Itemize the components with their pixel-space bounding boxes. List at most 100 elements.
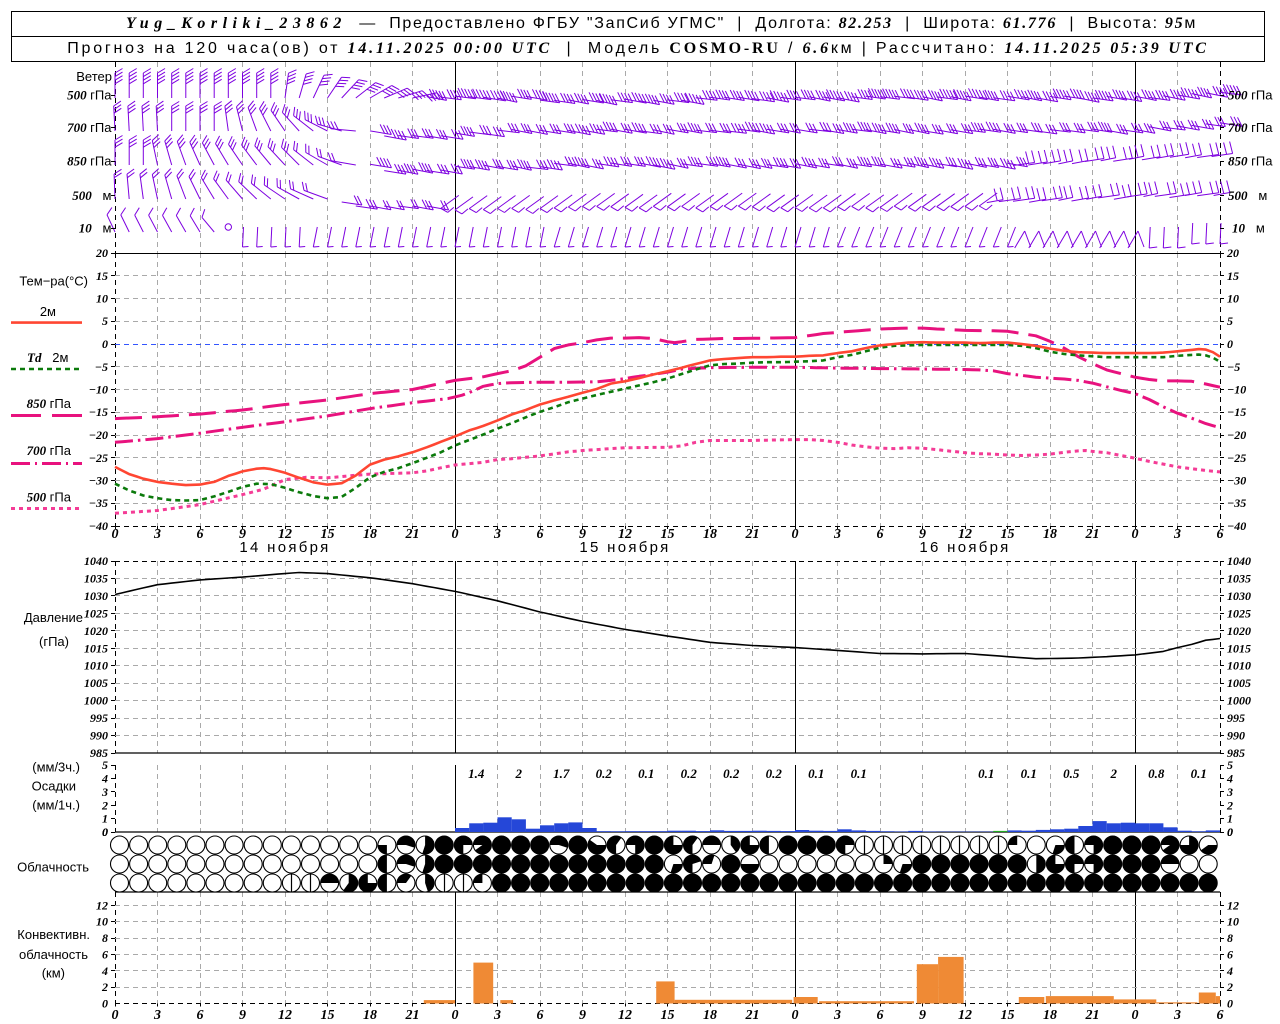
svg-text:4: 4	[1226, 772, 1233, 786]
svg-text:700 гПа: 700 гПа	[27, 443, 72, 458]
svg-text:0: 0	[1227, 825, 1233, 839]
svg-text:1.4: 1.4	[468, 766, 485, 781]
svg-text:3: 3	[1173, 1008, 1181, 1023]
svg-text:1.7: 1.7	[553, 766, 570, 781]
svg-text:21: 21	[1085, 527, 1100, 542]
svg-text:0: 0	[1132, 1008, 1139, 1023]
svg-text:5: 5	[1227, 314, 1233, 328]
svg-text:500 м: 500 м	[1228, 188, 1267, 203]
svg-text:21: 21	[745, 1008, 760, 1023]
svg-text:6: 6	[877, 1008, 884, 1023]
svg-text:1010: 1010	[1227, 659, 1251, 673]
svg-text:0: 0	[102, 825, 108, 839]
svg-text:1015: 1015	[1227, 641, 1251, 655]
svg-text:700 гПа: 700 гПа	[67, 120, 112, 135]
svg-text:−15: −15	[1227, 405, 1246, 419]
svg-text:990: 990	[1227, 729, 1245, 743]
svg-text:12: 12	[958, 1008, 972, 1023]
svg-text:0: 0	[1227, 337, 1233, 351]
svg-text:10 м: 10 м	[1232, 221, 1265, 236]
svg-text:2м: 2м	[40, 304, 56, 319]
svg-text:−15: −15	[89, 405, 108, 419]
svg-text:0.1: 0.1	[638, 766, 654, 781]
svg-text:6: 6	[197, 527, 204, 542]
svg-text:20: 20	[1226, 246, 1239, 260]
svg-text:15: 15	[321, 527, 335, 542]
svg-text:850 гПа: 850 гПа	[67, 154, 112, 169]
svg-text:6: 6	[102, 947, 108, 961]
svg-text:4: 4	[1226, 964, 1233, 978]
svg-text:0.2: 0.2	[723, 766, 740, 781]
svg-text:15: 15	[1001, 527, 1015, 542]
svg-text:2: 2	[1110, 766, 1118, 781]
svg-text:500 гПа: 500 гПа	[27, 490, 72, 505]
svg-text:18: 18	[703, 527, 717, 542]
svg-text:−30: −30	[1227, 474, 1246, 488]
svg-text:6: 6	[1217, 1008, 1224, 1023]
svg-text:−40: −40	[89, 519, 108, 533]
svg-text:15: 15	[96, 269, 108, 283]
svg-text:0: 0	[102, 997, 108, 1011]
svg-text:9: 9	[239, 1008, 246, 1023]
svg-text:3: 3	[833, 527, 841, 542]
svg-text:Облачность: Облачность	[17, 860, 89, 875]
svg-text:1025: 1025	[84, 606, 108, 620]
svg-text:10: 10	[1227, 292, 1239, 306]
svg-text:−20: −20	[1227, 428, 1246, 442]
svg-text:500 гПа: 500 гПа	[67, 88, 112, 103]
svg-text:10: 10	[1227, 915, 1239, 929]
svg-text:6: 6	[197, 1008, 204, 1023]
svg-text:8: 8	[102, 931, 108, 945]
svg-text:0: 0	[1227, 997, 1233, 1011]
svg-text:12: 12	[278, 1008, 292, 1023]
svg-text:Конвективн.: Конвективн.	[17, 927, 90, 942]
svg-text:0.1: 0.1	[851, 766, 867, 781]
svg-text:Ветер: Ветер	[76, 69, 112, 84]
svg-text:12: 12	[96, 898, 108, 912]
svg-text:0: 0	[102, 337, 108, 351]
svg-text:15: 15	[1001, 1008, 1015, 1023]
svg-text:9: 9	[579, 527, 586, 542]
svg-text:3: 3	[493, 527, 501, 542]
svg-text:15: 15	[661, 527, 675, 542]
svg-text:0.1: 0.1	[978, 766, 994, 781]
svg-text:500 гПа: 500 гПа	[1228, 88, 1273, 103]
svg-text:0: 0	[102, 825, 108, 839]
svg-text:18: 18	[1043, 1008, 1057, 1023]
svg-text:−25: −25	[1227, 451, 1246, 465]
svg-text:850 гПа: 850 гПа	[27, 396, 72, 411]
svg-text:−35: −35	[89, 496, 108, 510]
svg-text:700 гПа: 700 гПа	[1228, 120, 1273, 135]
svg-text:990: 990	[90, 729, 108, 743]
svg-text:облачность: облачность	[19, 947, 88, 962]
svg-text:1035: 1035	[1227, 572, 1251, 586]
svg-text:4: 4	[101, 772, 108, 786]
svg-text:0: 0	[792, 1008, 799, 1023]
svg-text:1020: 1020	[1227, 624, 1251, 638]
svg-text:1: 1	[102, 812, 108, 826]
svg-text:12: 12	[618, 1008, 632, 1023]
svg-text:14 ноября: 14 ноября	[239, 539, 330, 556]
svg-text:(км): (км)	[42, 966, 65, 981]
svg-text:−10: −10	[89, 383, 108, 397]
svg-text:2: 2	[1226, 980, 1233, 994]
svg-text:0.1: 0.1	[1021, 766, 1037, 781]
svg-text:3: 3	[1226, 785, 1233, 799]
svg-text:0: 0	[792, 527, 799, 542]
svg-text:4: 4	[101, 964, 108, 978]
svg-text:(мм/1ч.): (мм/1ч.)	[32, 798, 80, 813]
svg-text:0: 0	[452, 527, 459, 542]
svg-text:10: 10	[96, 292, 108, 306]
svg-text:0: 0	[112, 1008, 119, 1023]
svg-text:12: 12	[278, 527, 292, 542]
svg-text:12: 12	[958, 527, 972, 542]
svg-text:0: 0	[452, 1008, 459, 1023]
svg-text:6: 6	[537, 1008, 544, 1023]
svg-text:0.1: 0.1	[808, 766, 824, 781]
svg-text:12: 12	[1227, 898, 1239, 912]
svg-text:0.2: 0.2	[681, 766, 698, 781]
svg-text:15: 15	[661, 1008, 675, 1023]
svg-text:21: 21	[1085, 1008, 1100, 1023]
svg-text:3: 3	[1173, 527, 1181, 542]
svg-text:0.2: 0.2	[596, 766, 613, 781]
